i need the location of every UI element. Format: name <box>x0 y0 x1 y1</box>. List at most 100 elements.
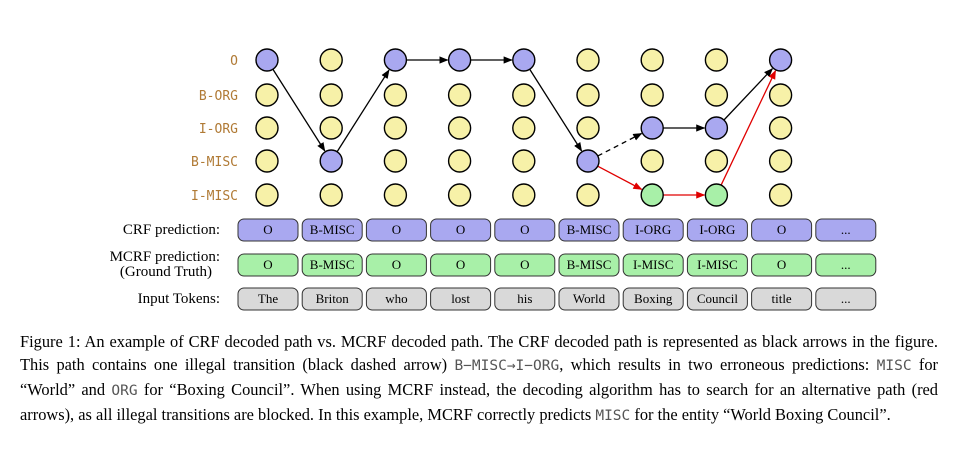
crf-arrow-4 <box>529 68 583 152</box>
node-8-b-org <box>768 83 793 107</box>
caption-part-5: for the entity “World Boxing Council”. <box>630 405 891 424</box>
crf-prediction-box-8 <box>751 218 813 242</box>
input-token-box-3 <box>430 287 492 311</box>
mcrf-prediction-text-9: ... <box>841 257 851 272</box>
crf-prediction-box-1 <box>301 218 363 242</box>
node-6-b-misc <box>640 149 664 173</box>
node-8-b-misc <box>768 149 793 173</box>
node-0-i-misc <box>255 183 279 207</box>
node-4-b-org <box>512 83 536 107</box>
crf-prediction-text-7: I-ORG <box>699 222 735 237</box>
input-token-text-8: title <box>771 291 791 306</box>
node-8-i-org <box>768 116 793 140</box>
node-3-i-misc <box>447 183 472 207</box>
node-0-b-misc <box>255 149 279 173</box>
crf-arrow-1 <box>336 69 390 153</box>
node-5-b-misc <box>576 149 600 173</box>
node-7-i-misc <box>704 183 729 207</box>
crf-prediction-text-1: B-MISC <box>310 222 355 237</box>
mcrf-prediction-text-3: O <box>456 257 465 272</box>
mcrf-row-label-line2: (Ground Truth) <box>120 264 212 280</box>
crf-prediction-text-0: O <box>263 222 272 237</box>
input-token-text-5: World <box>573 291 606 306</box>
tag-label-i-misc: I-MISC <box>191 189 238 204</box>
node-0-b-org <box>255 83 279 107</box>
crf-prediction-text-3: O <box>456 222 465 237</box>
mcrf-prediction-box-4 <box>494 253 556 277</box>
node-6-o <box>640 48 664 72</box>
input-token-box-5 <box>558 287 620 311</box>
node-4-o <box>512 48 536 72</box>
mcrf-prediction-box-3 <box>430 253 492 277</box>
crf-prediction-box-7 <box>686 218 748 242</box>
crf-prediction-box-9 <box>815 218 877 242</box>
node-1-b-misc <box>319 149 343 173</box>
node-2-b-misc <box>383 149 408 173</box>
mcrf-prediction-box-6 <box>622 253 684 277</box>
crf-prediction-text-8: O <box>777 222 786 237</box>
mcrf-prediction-text-2: O <box>392 257 401 272</box>
mcrf-arrow-7 <box>720 70 777 186</box>
node-1-o <box>319 48 343 72</box>
mcrf-row-label-line1: MCRF prediction: <box>110 249 220 265</box>
mcrf-prediction-box-0 <box>237 253 299 277</box>
crf-prediction-text-9: ... <box>841 222 851 237</box>
mcrf-prediction-box-9 <box>815 253 877 277</box>
caption-part-3: for “World” and <box>20 355 938 399</box>
node-1-i-misc <box>319 183 343 207</box>
node-5-b-org <box>576 83 600 107</box>
crf-prediction-box-0 <box>237 218 299 242</box>
figure-caption: Figure 1: An example of CRF decoded path… <box>20 330 938 428</box>
crf-prediction-box-3 <box>430 218 492 242</box>
mcrf-prediction-box-7 <box>686 253 748 277</box>
tag-label-o: O <box>230 54 238 69</box>
crf-arrow-0 <box>272 68 326 152</box>
node-4-i-misc <box>512 183 536 207</box>
crf-arrow-5 <box>597 132 643 157</box>
crf-row-label: CRF prediction: <box>123 222 220 238</box>
caption-part-4: for “Boxing Council”. When using MCRF in… <box>20 380 938 424</box>
crf-prediction-text-4: O <box>520 222 529 237</box>
input-token-text-1: Briton <box>316 291 350 306</box>
crf-prediction-box-6 <box>622 218 684 242</box>
node-2-b-org <box>383 83 408 107</box>
mcrf-prediction-text-0: O <box>263 257 272 272</box>
node-1-b-org <box>319 83 343 107</box>
mcrf-prediction-box-5 <box>558 253 620 277</box>
node-7-b-misc <box>704 149 729 173</box>
crf-arrow-7 <box>723 68 773 121</box>
mcrf-prediction-text-7: I-MISC <box>697 257 737 272</box>
input-token-text-7: Council <box>697 291 739 306</box>
node-2-o <box>383 48 408 72</box>
crf-prediction-text-5: B-MISC <box>567 222 612 237</box>
node-6-i-misc <box>640 183 664 207</box>
node-7-i-org <box>704 116 729 140</box>
caption-misc-2: MISC <box>595 408 631 424</box>
node-6-i-org <box>640 116 664 140</box>
mcrf-arrow-5 <box>597 165 643 190</box>
mcrf-prediction-text-1: B-MISC <box>310 257 355 272</box>
caption-org: ORG <box>111 383 138 399</box>
node-0-i-org <box>255 116 279 140</box>
input-token-text-2: who <box>385 291 407 306</box>
input-token-text-0: The <box>258 291 278 306</box>
node-3-b-misc <box>447 149 472 173</box>
mcrf-prediction-box-1 <box>301 253 363 277</box>
node-0-o <box>255 48 279 72</box>
node-4-b-misc <box>512 149 536 173</box>
mcrf-prediction-text-5: B-MISC <box>567 257 612 272</box>
caption-misc-1: MISC <box>876 358 912 374</box>
input-token-text-3: lost <box>451 291 470 306</box>
caption-part-1: Figure 1: An example of CRF decoded path… <box>20 332 938 374</box>
input-token-text-4: his <box>517 291 532 306</box>
crf-prediction-box-2 <box>365 218 427 242</box>
node-6-b-org <box>640 83 664 107</box>
node-2-i-misc <box>383 183 408 207</box>
node-7-o <box>704 48 729 72</box>
input-token-box-2 <box>365 287 427 311</box>
node-2-i-org <box>383 116 408 140</box>
caption-part-2: , which results in two erroneous predict… <box>559 355 877 374</box>
input-token-box-9 <box>815 287 877 311</box>
node-8-i-misc <box>768 183 793 207</box>
